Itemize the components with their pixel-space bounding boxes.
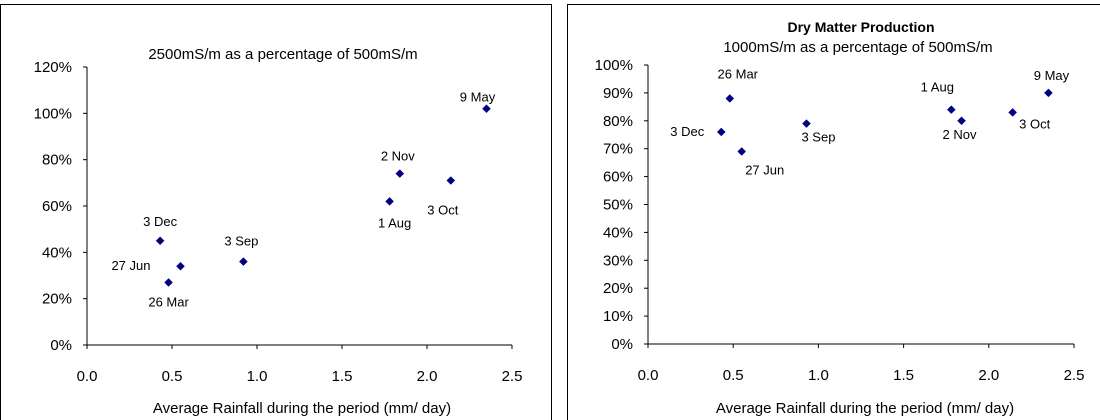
chart-left-point [482, 104, 491, 114]
chart-left-point [446, 176, 456, 185]
chart-right-point [1008, 108, 1018, 117]
chart-right-point [802, 119, 811, 128]
chart-right-x-tick-label: 0.5 [723, 367, 744, 384]
chart-left-y-tick-label: 40% [42, 244, 72, 261]
chart-left-plot: 0% 20% 40% 60% 80% 100% 120% 0.0 0.5 1.0 1.5 2.0 2.5… [34, 59, 523, 385]
chart-left-point-label: 1 Aug [378, 215, 411, 230]
chart-right-point-label: 3 Sep [801, 130, 835, 145]
chart-left-y-tick-label: 0% [50, 337, 72, 354]
chart-right-point [946, 105, 956, 114]
chart-left-point-label: 9 May [460, 90, 496, 105]
chart-left: 2500mS/m as a percentage of 500mS/m 0% 20… [0, 4, 552, 420]
chart-left-point [164, 278, 173, 287]
chart-right-y-tick-label: 20% [603, 280, 633, 297]
chart-right-y-tick-label: 10% [603, 308, 633, 325]
chart-left-frame [0, 4, 552, 420]
chart-left-y-tick-label: 20% [42, 291, 72, 308]
chart-left-point [176, 261, 185, 271]
chart-right-point-label: 2 Nov [943, 127, 977, 142]
chart-right-point [957, 116, 966, 126]
chart-right-y-tick-label: 70% [603, 141, 633, 158]
chart-right-plot: 0% 10% 20% 30% 40% 50% 60% 70% 80% 90% 100% 0.0 0.5 1… [595, 57, 1085, 384]
chart-right-point [737, 147, 747, 156]
chart-right-point [716, 127, 726, 137]
chart-left-x-tick-label: 1.0 [247, 368, 268, 385]
chart-right-point-label: 9 May [1034, 68, 1070, 83]
chart-right-y-tick-label: 50% [603, 197, 633, 214]
chart-left-point [239, 257, 248, 266]
chart-right: Dry Matter Production 1000mS/m as a perc… [567, 4, 1100, 420]
chart-left-point-label: 3 Oct [427, 203, 458, 218]
chart-right-point-label: 26 Mar [718, 66, 759, 81]
chart-right-x-tick-label: 2.5 [1064, 367, 1085, 384]
chart-left-subtitle: 2500mS/m as a percentage of 500mS/m [148, 46, 417, 63]
chart-left-x-tick-label: 0.0 [77, 368, 98, 385]
chart-right-x-tick-label: 1.0 [808, 367, 829, 384]
chart-right-point-label: 3 Oct [1019, 116, 1050, 131]
chart-left-point [385, 197, 394, 206]
chart-left-x-tick-label: 2.5 [502, 368, 523, 385]
chart-right-point [1044, 88, 1053, 98]
chart-right-y-tick-label: 90% [603, 85, 633, 102]
chart-left-point-label: 3 Sep [224, 234, 258, 249]
chart-left-y-tick-label: 80% [42, 152, 72, 169]
chart-left-x-tick-label: 0.5 [162, 368, 183, 385]
chart-right-y-tick-label: 0% [611, 336, 633, 353]
chart-left-point-label: 27 Jun [111, 258, 150, 273]
chart-right-subtitle: 1000mS/m as a percentage of 500mS/m [723, 39, 992, 56]
chart-right-x-tick-label: 0.0 [638, 367, 659, 384]
chart-left-point-label: 2 Nov [381, 149, 415, 164]
chart-right-x-tick-label: 1.5 [893, 367, 914, 384]
chart-left-y-tick-label: 100% [34, 105, 72, 122]
chart-left-point [395, 169, 405, 178]
chart-right-frame [567, 4, 1100, 420]
chart-left-point-label: 3 Dec [143, 214, 177, 229]
chart-right-point-label: 27 Jun [745, 162, 784, 177]
chart-left-y-tick-label: 120% [34, 59, 72, 76]
chart-right-point-label: 3 Dec [670, 124, 704, 139]
chart-left-y-tick-label: 60% [42, 198, 72, 215]
chart-left-x-tick-label: 1.5 [332, 368, 353, 385]
chart-right-point-label: 1 Aug [921, 80, 954, 95]
chart-right-y-tick-label: 30% [603, 252, 633, 269]
chart-left-point-label: 26 Mar [148, 294, 189, 309]
chart-left-point [155, 236, 165, 246]
chart-right-xlabel: Average Rainfall during the period (mm/ … [716, 400, 1014, 417]
chart-left-xlabel: Average Rainfall during the period (mm/ … [153, 400, 451, 417]
chart-right-point [725, 94, 735, 103]
chart-right-x-tick-label: 2.0 [978, 367, 999, 384]
chart-right-y-tick-label: 100% [595, 57, 633, 74]
chart-left-x-tick-label: 2.0 [417, 368, 438, 385]
chart-right-y-tick-label: 60% [603, 169, 633, 186]
chart-right-y-tick-label: 80% [603, 113, 633, 130]
chart-right-title: Dry Matter Production [787, 19, 934, 35]
chart-right-y-tick-label: 40% [603, 224, 633, 241]
